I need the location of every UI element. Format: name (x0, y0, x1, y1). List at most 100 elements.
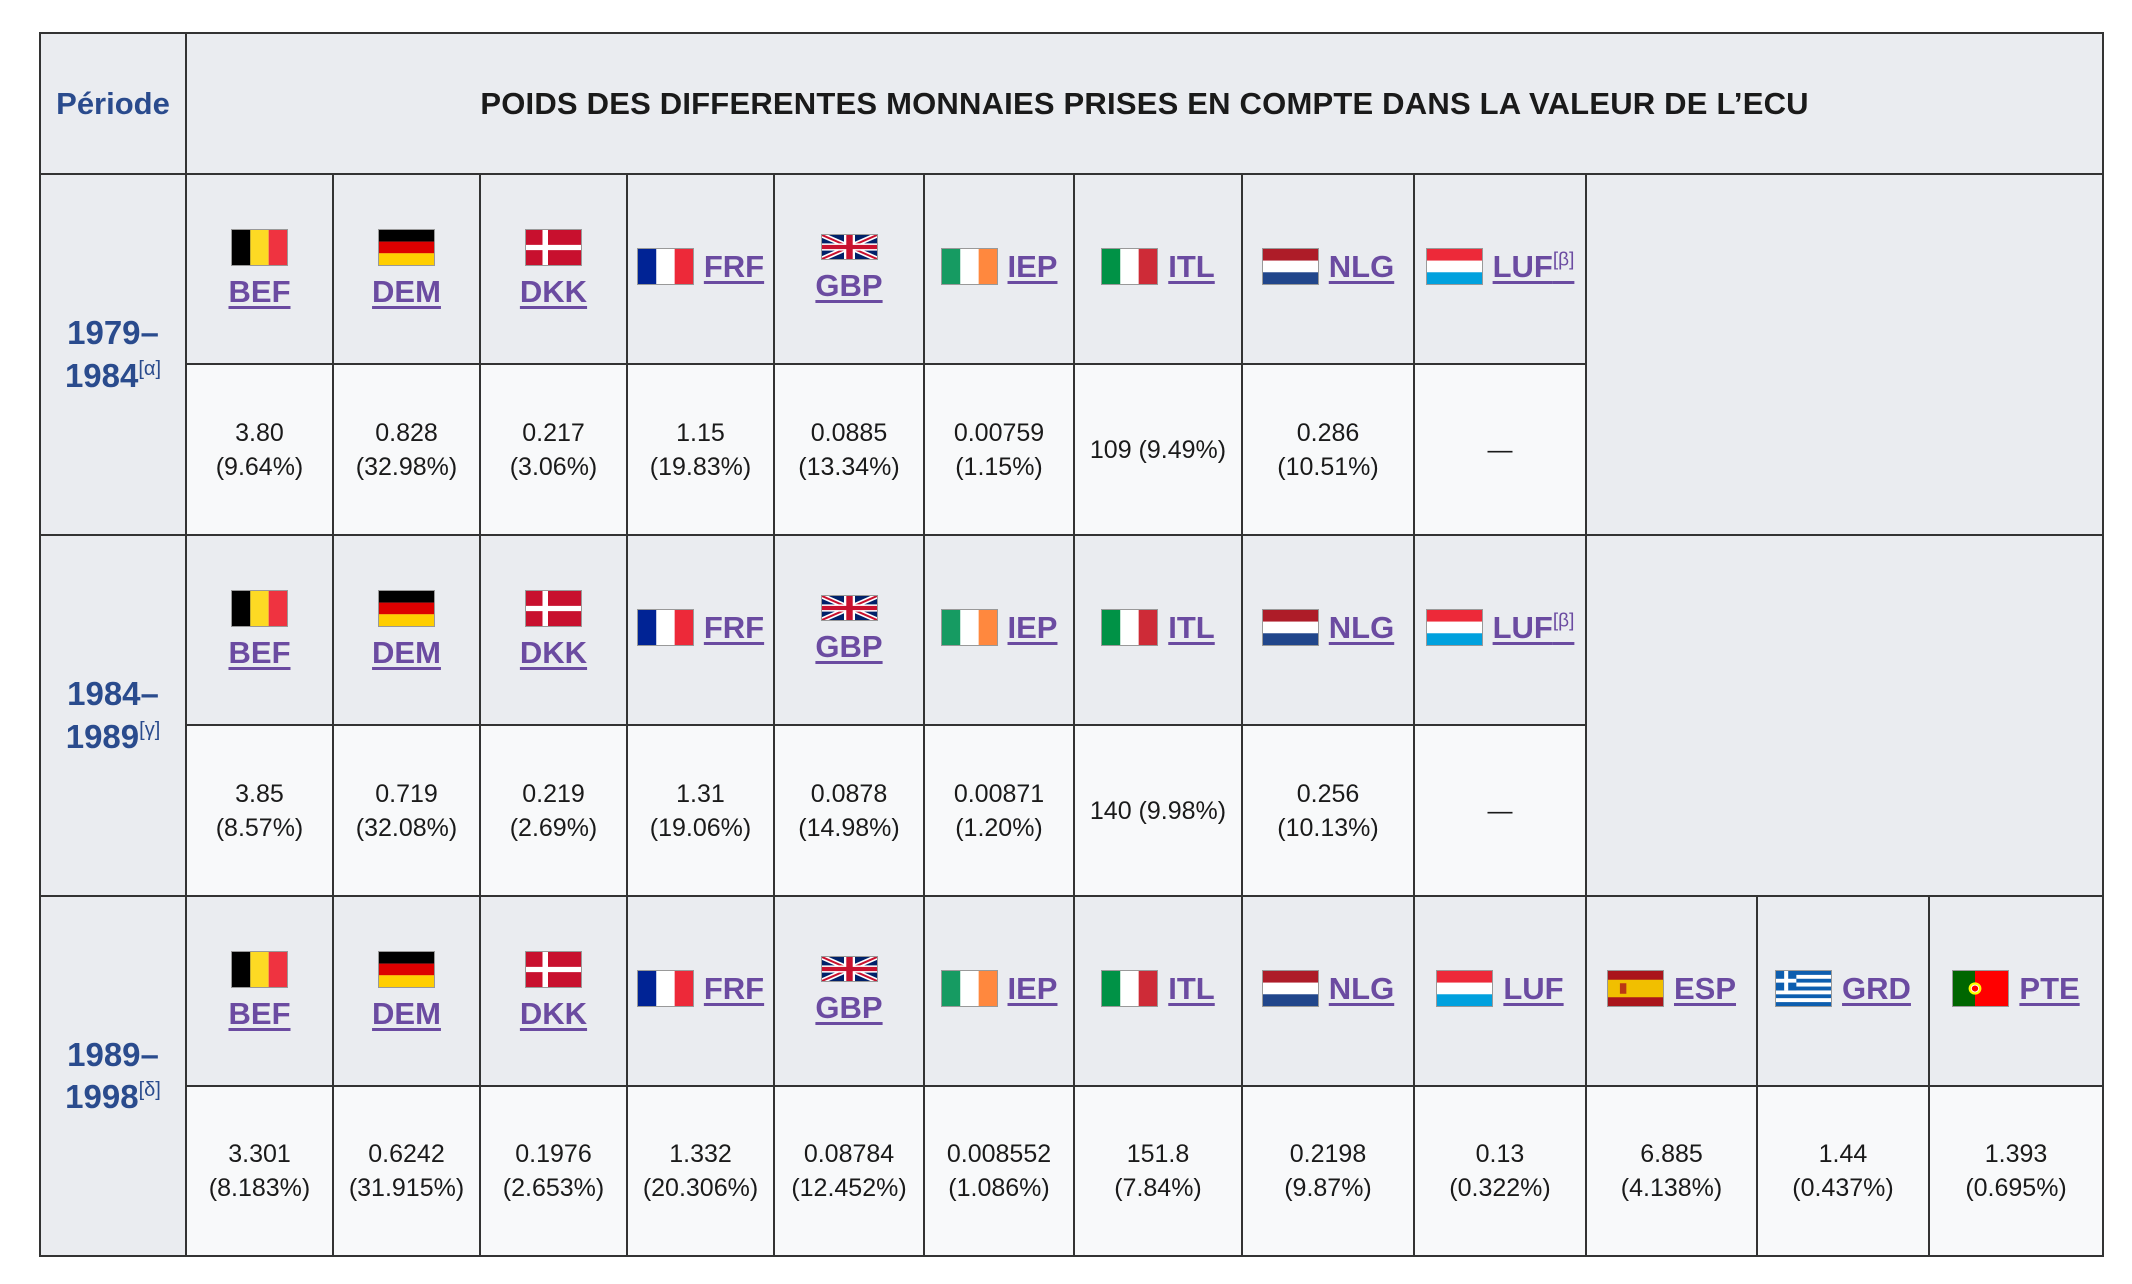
currency-code[interactable]: IEP (1007, 970, 1058, 1006)
currency-code[interactable]: BEF (228, 634, 291, 670)
currency-code[interactable]: IEP (1007, 248, 1058, 284)
currency-link-itl[interactable]: ITL (1168, 610, 1215, 646)
currency-code[interactable]: DEM (372, 634, 441, 670)
currency-code[interactable]: LUF (1492, 248, 1553, 284)
currency-link-pte[interactable]: PTE (2019, 971, 2079, 1007)
currency-code[interactable]: DKK (519, 634, 588, 670)
currency-note-link[interactable]: [β] (1552, 249, 1575, 271)
currency-cell-dkk: DKK (479, 534, 628, 726)
value-cell-nlg: 0.256 (10.13%) (1241, 724, 1415, 897)
currency-code[interactable]: FRF (703, 609, 765, 645)
value-text: 0.13 (0.322%) (1415, 1137, 1585, 1205)
period-note-link[interactable]: [α] (138, 357, 162, 380)
currency-link-gbp[interactable]: GBP (815, 990, 882, 1026)
currency-heading: FRF (636, 248, 764, 285)
currency-link-frf[interactable]: FRF (704, 971, 764, 1007)
currency-weight-percent: (2.69%) (509, 813, 598, 842)
currency-link-luf[interactable]: LUF (1503, 971, 1563, 1007)
currency-heading: LUF[β] (1425, 248, 1575, 285)
currency-heading: IEP (940, 609, 1058, 646)
france-flag-icon (636, 248, 694, 285)
currency-note-link[interactable]: [β] (1552, 610, 1575, 632)
currency-link-frf[interactable]: FRF (704, 610, 764, 646)
currency-code[interactable]: BEF (228, 995, 291, 1031)
currency-link-luf[interactable]: LUF[β] (1493, 249, 1575, 285)
currency-link-itl[interactable]: ITL (1168, 971, 1215, 1007)
currency-link-bef[interactable]: BEF (229, 274, 291, 310)
currency-link-dkk[interactable]: DKK (520, 635, 587, 671)
value-cell-dkk: 0.1976 (2.653%) (479, 1085, 628, 1257)
currency-amount: 1.15 (676, 418, 725, 447)
currency-heading: DKK (520, 950, 587, 1032)
currency-link-bef[interactable]: BEF (229, 996, 291, 1032)
currency-code[interactable]: GBP (815, 268, 883, 303)
currency-link-gbp[interactable]: GBP (815, 629, 882, 665)
value-text: 1.44 (0.437%) (1758, 1137, 1928, 1205)
currency-link-itl[interactable]: ITL (1168, 249, 1215, 285)
currency-code[interactable]: GBP (815, 990, 883, 1025)
currency-code[interactable]: ITL (1168, 609, 1215, 645)
currency-code[interactable]: DEM (372, 273, 441, 309)
luxembourg-flag-icon (1436, 970, 1494, 1007)
period-label: 1979–1984 (64, 314, 159, 394)
currency-cell-dem: DEM (332, 173, 481, 365)
value-row: 3.80 (9.64%) 0.828 (32.98%) 0.217 (3.06%) 1.15… (40, 363, 2103, 536)
empty-cell (1584, 173, 2105, 536)
currency-code[interactable]: NLG (1328, 248, 1395, 284)
currency-amount: — (1487, 796, 1513, 825)
currency-link-iep[interactable]: IEP (1008, 610, 1058, 646)
currency-code[interactable]: GRD (1842, 970, 1911, 1006)
value-text: 0.008552 (1.086%) (925, 1137, 1073, 1205)
currency-code[interactable]: GBP (815, 629, 883, 664)
currency-code[interactable]: LUF (1503, 970, 1564, 1006)
currency-link-nlg[interactable]: NLG (1329, 971, 1394, 1007)
currency-amount: 0.256 (1296, 779, 1360, 808)
value-cell-nlg: 0.286 (10.51%) (1241, 363, 1415, 536)
currency-link-dkk[interactable]: DKK (520, 996, 587, 1032)
currency-code[interactable]: PTE (2019, 970, 2080, 1006)
currency-link-esp[interactable]: ESP (1674, 971, 1736, 1007)
currency-weight-percent: (32.98%) (355, 452, 458, 481)
period-note-link[interactable]: [δ] (138, 1079, 161, 1101)
currency-code[interactable]: NLG (1328, 609, 1395, 645)
value-cell-pte: 1.393 (0.695%) (1927, 1085, 2105, 1257)
currency-link-dem[interactable]: DEM (372, 635, 441, 671)
currency-link-gbp[interactable]: GBP (815, 268, 882, 304)
currency-link-iep[interactable]: IEP (1008, 971, 1058, 1007)
currency-weight-percent: (1.15%) (955, 452, 1043, 481)
currency-code[interactable]: LUF (1492, 609, 1553, 645)
currency-cell-bef: BEF (185, 534, 334, 726)
currency-link-dem[interactable]: DEM (372, 996, 441, 1032)
currency-code[interactable]: IEP (1007, 609, 1058, 645)
currency-link-dkk[interactable]: DKK (520, 274, 587, 310)
currency-amount: 3.80 (235, 418, 284, 447)
currency-code[interactable]: DKK (519, 995, 588, 1031)
currency-link-grd[interactable]: GRD (1842, 971, 1911, 1007)
currency-code[interactable]: FRF (703, 970, 765, 1006)
currency-code[interactable]: ITL (1168, 248, 1215, 284)
currency-link-frf[interactable]: FRF (704, 249, 764, 285)
currency-heading: BEF (229, 228, 291, 310)
value-cell-bef: 3.80 (9.64%) (185, 363, 334, 536)
currency-weight-percent: (12.452%) (791, 1174, 907, 1202)
currency-link-luf[interactable]: LUF[β] (1493, 610, 1575, 646)
value-cell-iep: 0.00759 (1.15%) (923, 363, 1075, 536)
currency-link-nlg[interactable]: NLG (1329, 249, 1394, 285)
currency-code[interactable]: NLG (1328, 970, 1395, 1006)
currency-link-dem[interactable]: DEM (372, 274, 441, 310)
currency-code[interactable]: ITL (1168, 970, 1215, 1006)
currency-heading: ITL (1101, 609, 1215, 646)
currency-code[interactable]: ESP (1673, 970, 1737, 1006)
currency-weight-percent: (0.437%) (1792, 1174, 1894, 1202)
currency-link-iep[interactable]: IEP (1008, 249, 1058, 285)
currency-code[interactable]: BEF (228, 273, 291, 309)
currency-code[interactable]: FRF (703, 248, 765, 284)
period-note-link[interactable]: [γ] (139, 718, 161, 741)
currency-weight-percent: (32.08%) (355, 813, 458, 842)
currency-weight-percent: (19.06%) (649, 813, 752, 842)
currency-code[interactable]: DEM (372, 995, 441, 1031)
currency-cell-dkk: DKK (479, 895, 628, 1087)
currency-link-nlg[interactable]: NLG (1329, 610, 1394, 646)
currency-code[interactable]: DKK (519, 273, 588, 309)
currency-link-bef[interactable]: BEF (229, 635, 291, 671)
